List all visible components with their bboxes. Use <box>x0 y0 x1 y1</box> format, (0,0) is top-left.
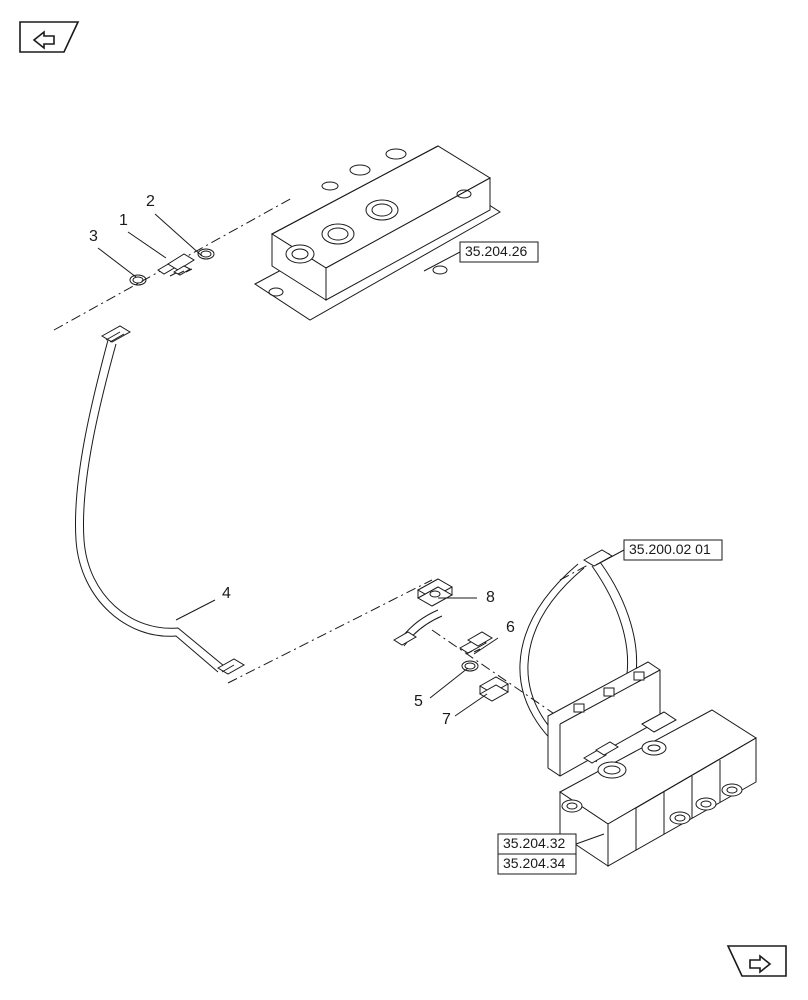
refbox-leader-r1 <box>424 252 460 271</box>
part-6-adapter <box>460 632 492 654</box>
leader-5 <box>430 668 468 698</box>
callout-8: 8 <box>486 589 495 606</box>
part-5-seal <box>462 661 478 671</box>
callout-6: 6 <box>506 619 515 636</box>
refbox-label-r2: 35.200.02 01 <box>629 541 711 557</box>
callout-4: 4 <box>222 585 231 602</box>
callout-3: 3 <box>89 228 98 245</box>
refbox-label-r1: 35.204.26 <box>465 243 527 259</box>
fitting-top-group <box>130 249 214 285</box>
part-1-adapter <box>158 254 194 276</box>
refbox-label-r4: 35.204.34 <box>503 855 565 871</box>
callout-7: 7 <box>442 711 451 728</box>
callout-2: 2 <box>146 193 155 210</box>
leader-7 <box>455 694 487 716</box>
refbox-label-r3: 35.204.32 <box>503 835 565 851</box>
part-7-nut <box>480 677 508 701</box>
lower-control-valve <box>548 662 756 866</box>
leader-3 <box>98 248 136 277</box>
leader-2 <box>155 214 202 256</box>
nav-prev-icon[interactable] <box>20 22 78 52</box>
part-8-nut <box>418 579 452 606</box>
callout-1: 1 <box>119 212 128 229</box>
top-hydraulic-block <box>255 146 500 320</box>
leader-4 <box>176 600 215 620</box>
part-4-tube <box>75 326 244 674</box>
callout-5: 5 <box>414 693 423 710</box>
nav-next-icon[interactable] <box>728 946 786 976</box>
leader-1 <box>128 232 166 258</box>
